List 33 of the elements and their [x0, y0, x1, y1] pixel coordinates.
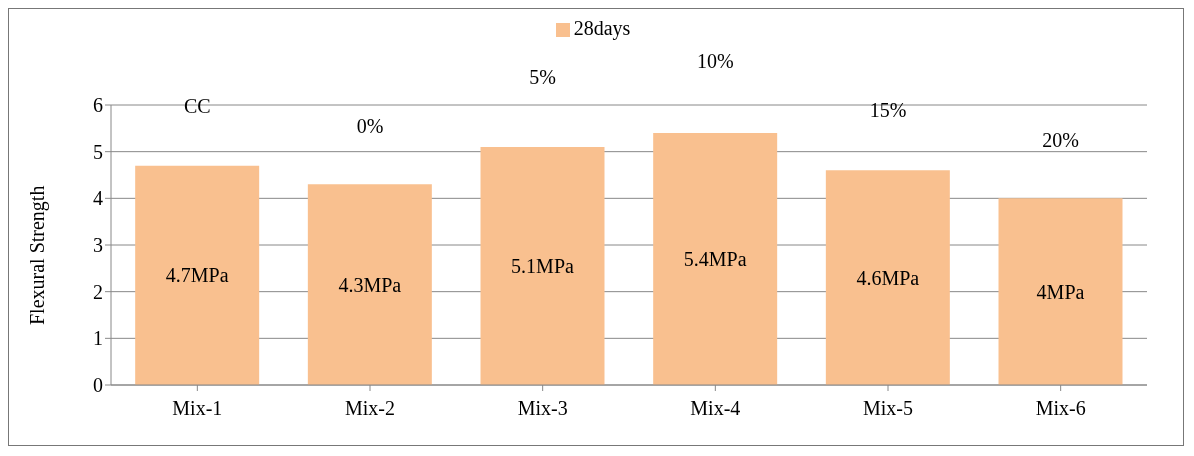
text: 5%: [529, 66, 556, 89]
x-tick-label: Mix-4: [690, 397, 741, 420]
y-tick-label: 1: [93, 327, 103, 350]
y-tick-label: 3: [93, 234, 103, 257]
bar: [480, 147, 605, 385]
data-label: 5.4MPa: [683, 248, 747, 271]
text: 10%: [697, 50, 734, 73]
y-tick-label: 4: [93, 187, 103, 210]
data-label: 5.1MPa: [511, 255, 575, 278]
data-label: 4MPa: [1036, 280, 1085, 303]
data-label: 4.6MPa: [856, 266, 920, 289]
bar: [653, 133, 778, 385]
x-tick-label: Mix-1: [172, 397, 223, 420]
bar: [307, 184, 432, 385]
data-label: 4.7MPa: [165, 264, 229, 287]
bar: [135, 165, 260, 385]
y-axis-title: Flexural Strength: [26, 185, 50, 325]
annotation: 0%: [356, 115, 384, 138]
x-tick-label: Mix-3: [517, 397, 568, 420]
annotation: 15%: [869, 99, 907, 122]
bar: [825, 170, 950, 385]
x-tick-label: Mix-2: [345, 397, 395, 420]
data-label: 4.3MPa: [338, 273, 402, 296]
y-tick-label: 0: [93, 374, 103, 397]
y-tick-label: 2: [93, 280, 103, 303]
bar: [998, 198, 1123, 385]
legend-label: 28days: [573, 17, 631, 39]
x-tick-label: Mix-6: [1035, 397, 1086, 420]
annotation: CC: [183, 94, 211, 117]
annotation: 20%: [1042, 129, 1079, 152]
y-tick-label: 6: [93, 94, 103, 117]
y-tick-label: 5: [93, 140, 103, 163]
x-tick-label: Mix-5: [863, 397, 913, 420]
